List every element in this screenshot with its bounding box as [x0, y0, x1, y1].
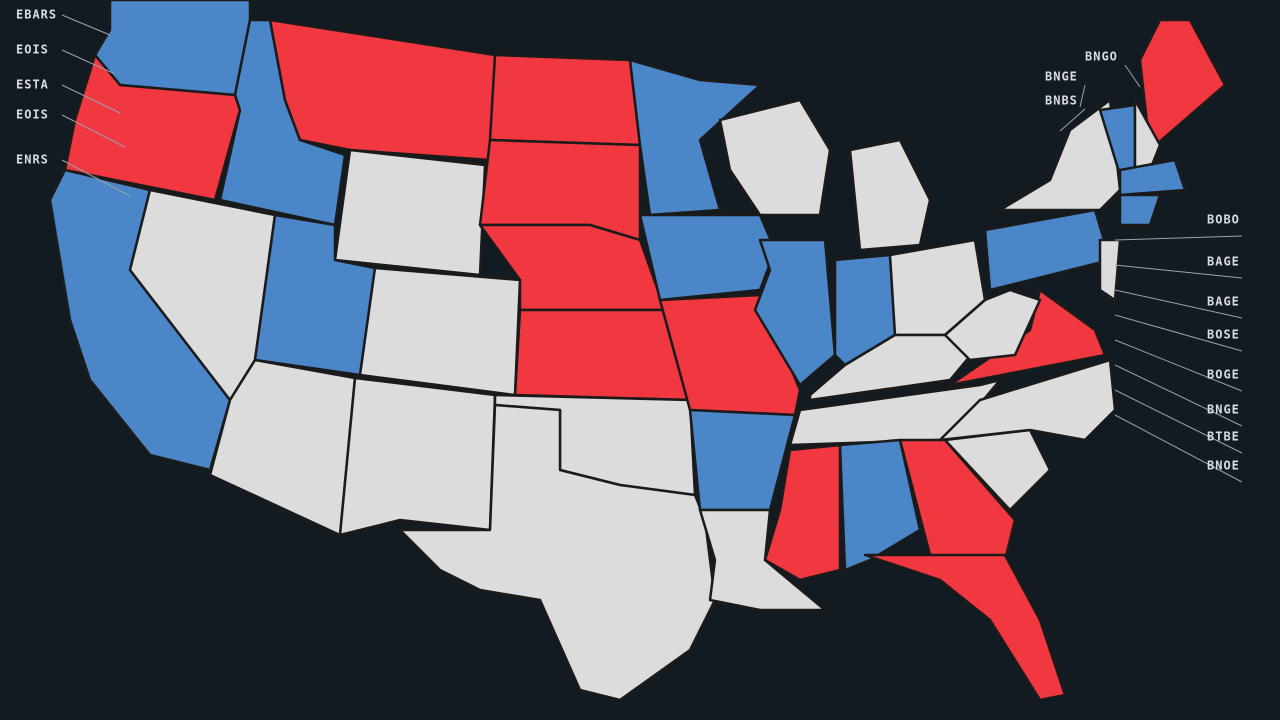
state: [718, 98, 832, 217]
leader-line: [1059, 108, 1086, 132]
state: [268, 18, 497, 162]
state-label: BOBO: [1207, 213, 1240, 227]
state: [1118, 158, 1187, 197]
leader-line: [61, 14, 111, 36]
leader-line: [1114, 314, 1243, 352]
state-label: BAGE: [1207, 255, 1240, 269]
state: [863, 553, 1067, 702]
state: [63, 53, 242, 202]
leader-line: [61, 49, 116, 75]
leader-line: [1114, 339, 1243, 392]
state-label: BNGE: [1045, 70, 1078, 84]
state-label: BOGE: [1207, 368, 1240, 382]
state: [943, 288, 1042, 362]
state-label: BOSE: [1207, 328, 1240, 342]
state: [1118, 193, 1162, 227]
state: [938, 358, 1117, 442]
state: [1098, 238, 1122, 302]
leader-line: [1114, 235, 1243, 241]
state-label: EBARS: [16, 8, 57, 22]
leader-line: [1114, 364, 1243, 427]
state: [513, 308, 692, 402]
state: [338, 376, 497, 537]
leader-line: [1079, 84, 1086, 108]
state-label: BAGE: [1207, 295, 1240, 309]
leader-line: [1114, 389, 1243, 454]
leader-line: [61, 159, 131, 197]
state-label: EOIS: [16, 43, 49, 57]
state: [488, 53, 642, 147]
state: [838, 438, 922, 572]
state: [358, 266, 522, 397]
state: [638, 213, 777, 302]
states: [48, 0, 1227, 702]
state-label: BNGO: [1085, 50, 1118, 64]
state-label: EOIS: [16, 108, 49, 122]
state: [698, 508, 827, 612]
state: [208, 358, 357, 537]
state-label: BTBE: [1207, 430, 1240, 444]
state: [628, 58, 762, 217]
leader-line: [1114, 264, 1243, 279]
state: [398, 403, 717, 702]
leader-line: [1124, 64, 1141, 88]
leader-line: [61, 114, 126, 148]
leader-line: [1114, 289, 1243, 319]
state: [983, 208, 1112, 292]
state: [898, 438, 1017, 562]
state-label: BNBS: [1045, 94, 1078, 108]
state: [333, 148, 487, 277]
state-label: ESTA: [16, 78, 49, 92]
state: [688, 408, 797, 512]
state-label: BNOE: [1207, 459, 1240, 473]
leader-line: [1114, 414, 1243, 483]
state: [848, 138, 932, 252]
state: [1138, 18, 1227, 152]
state: [93, 0, 252, 97]
leader-line: [61, 84, 121, 114]
state-label: ENRS: [16, 153, 49, 167]
state: [753, 238, 837, 387]
state-label: BNGE: [1207, 403, 1240, 417]
